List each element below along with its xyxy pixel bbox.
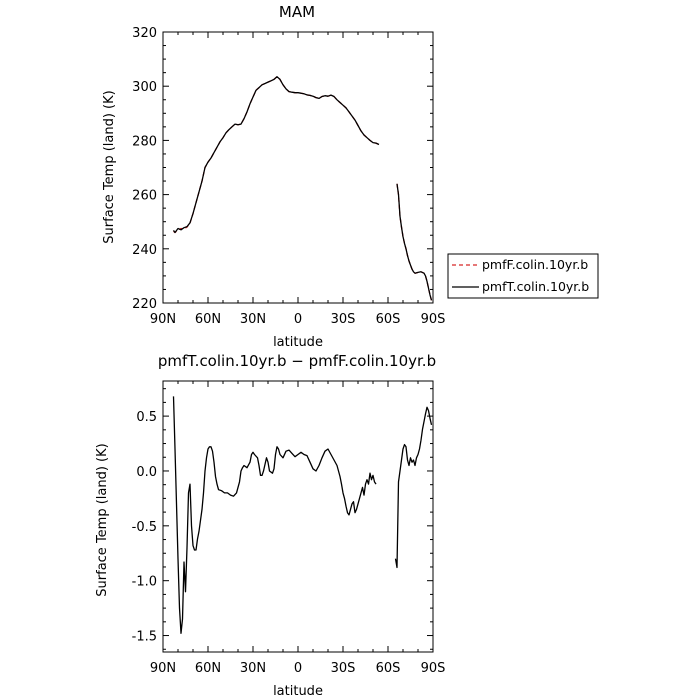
top-y-tick-label: 280 <box>132 134 157 149</box>
legend-label-pmfF: pmfF.colin.10yr.b <box>482 257 588 272</box>
top-x-tick-label: 60N <box>195 312 221 327</box>
bottom-x-tick-label: 30S <box>331 661 356 676</box>
bottom-x-tick-label: 90N <box>150 661 176 676</box>
bottom-y-tick-label: -1.0 <box>132 575 157 590</box>
bottom-chart-xlabel: latitude <box>273 684 323 699</box>
bottom-y-tick-label: 0.5 <box>136 410 157 425</box>
top-x-tick-label: 90N <box>150 312 176 327</box>
bottom-series-lines <box>172 396 433 634</box>
top-y-tick-label: 220 <box>132 297 157 312</box>
top-y-tick-label: 240 <box>132 243 157 258</box>
legend-label-pmfT: pmfT.colin.10yr.b <box>482 279 589 294</box>
bottom-x-tick-label: 0 <box>294 661 302 676</box>
top-x-tick-label: 0 <box>294 312 302 327</box>
top-series-0-line-segment-0 <box>173 76 380 234</box>
bottom-chart-plot-frame <box>162 380 434 653</box>
top-chart-title: MAM <box>279 3 315 21</box>
top-x-axis: 90N 60N 30N 0 30S 60S 90S <box>150 32 446 327</box>
bottom-y-tick-label: -0.5 <box>132 520 157 535</box>
top-x-tick-label: 90S <box>421 312 446 327</box>
bottom-series-0-line-segment-0 <box>172 396 377 634</box>
top-chart-ylabel: Surface Temp (land) (K) <box>102 90 117 243</box>
top-x-tick-label: 30N <box>240 312 266 327</box>
bottom-chart-ylabel: Surface Temp (land) (K) <box>95 443 110 596</box>
top-y-tick-label: 300 <box>132 80 157 95</box>
legend: pmfF.colin.10yr.b pmfT.colin.10yr.b <box>447 253 599 299</box>
top-y-axis: 220 240 260 280 300 320 <box>132 26 433 312</box>
bottom-x-tick-label: 90S <box>421 661 446 676</box>
top-x-tick-label: 30S <box>331 312 356 327</box>
bottom-series-0-line-segment-1 <box>394 406 433 569</box>
top-y-tick-label: 320 <box>132 26 157 41</box>
bottom-x-tick-label: 30N <box>240 661 266 676</box>
bottom-x-tick-label: 60N <box>195 661 221 676</box>
bottom-y-tick-label: 0.0 <box>136 465 157 480</box>
top-series-1-line-segment-1 <box>396 183 433 301</box>
bottom-x-axis: 90N 60N 30N 0 30S 60S 90S <box>150 381 446 676</box>
legend-box <box>447 253 599 299</box>
top-y-tick-label: 260 <box>132 189 157 204</box>
bottom-chart: pmfT.colin.10yr.b − pmfF.colin.10yr.b 0.… <box>95 352 445 699</box>
bottom-x-tick-label: 60S <box>376 661 401 676</box>
top-series-1-line-segment-0 <box>172 76 380 234</box>
top-chart-xlabel: latitude <box>273 335 323 350</box>
bottom-y-tick-label: -1.5 <box>132 630 157 645</box>
top-chart-plot-frame <box>162 31 434 304</box>
bottom-y-axis: 0.5 0.0 -0.5 -1.0 -1.5 <box>132 388 433 650</box>
top-series-0-line-segment-1 <box>396 183 433 301</box>
top-series-lines <box>172 76 433 301</box>
bottom-chart-title: pmfT.colin.10yr.b − pmfF.colin.10yr.b <box>158 352 436 370</box>
top-x-tick-label: 60S <box>376 312 401 327</box>
